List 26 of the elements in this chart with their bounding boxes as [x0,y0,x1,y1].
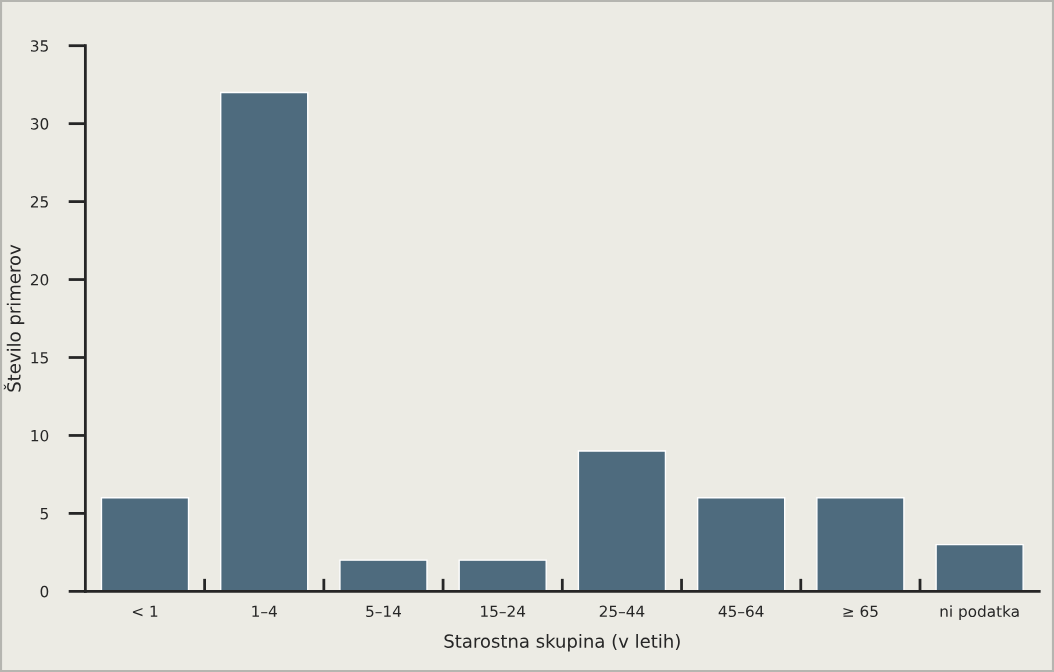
y-tick-label: 25 [30,196,48,208]
x-tick-label: 45–64 [718,605,764,618]
y-tick-label: 10 [31,429,49,442]
y-axis-title: Število primerov [3,244,25,392]
bar [696,497,786,592]
bar [935,543,1024,592]
y-tick-label: 15 [31,352,48,364]
x-tick-label: 15–24 [481,605,526,618]
y-tick-label: 5 [40,508,48,520]
x-tick-label: ni podatka [940,605,1019,621]
y-tick-label: 30 [30,118,49,130]
x-tick-label: 5–14 [366,605,401,618]
bar [458,559,547,592]
bar [816,497,905,592]
x-tick-label: < 1 [132,605,158,617]
x-axis-title: Starostna skupina (v letih) [444,633,680,652]
bar [577,450,667,592]
bar [100,497,190,592]
x-tick-label: 25–44 [599,605,645,618]
x-tick-label: ≥ 65 [843,605,878,618]
bar [220,91,309,592]
y-tick-label: 0 [40,585,49,598]
y-tick-label: 35 [30,40,48,52]
x-tick-label: 1–4 [252,605,277,617]
bar [339,559,428,592]
y-tick-label: 20 [30,274,49,286]
